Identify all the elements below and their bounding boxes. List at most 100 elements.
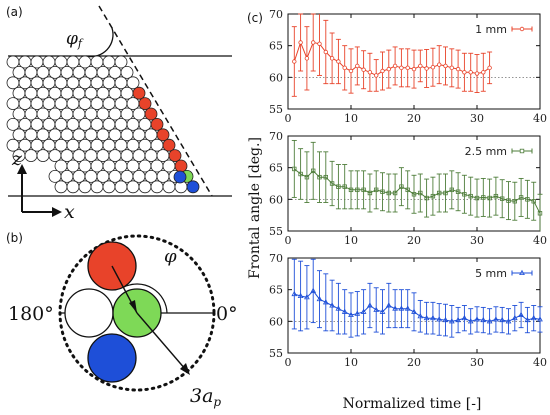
- data-point: [392, 190, 398, 196]
- x-tick-label: 10: [344, 112, 358, 125]
- data-point: [511, 314, 518, 321]
- legend-label: 1 mm: [475, 23, 507, 36]
- granule: [42, 138, 56, 152]
- data-point: [480, 316, 487, 323]
- granule: [48, 86, 62, 100]
- data-point: [292, 59, 297, 64]
- granule: [66, 180, 80, 194]
- granule: [132, 86, 146, 100]
- granule: [102, 159, 116, 173]
- data-point: [455, 189, 461, 194]
- granule: [114, 138, 128, 152]
- granule: [84, 128, 98, 142]
- schematic-a: (a) φf z x: [6, 5, 232, 223]
- granule: [144, 149, 158, 163]
- granule: [12, 86, 26, 100]
- granule: [30, 97, 44, 110]
- data-point: [342, 65, 347, 71]
- radius-line: [136, 312, 187, 371]
- x-tick-label: 20: [407, 356, 421, 369]
- data-point: [399, 65, 404, 71]
- granule: [132, 107, 146, 121]
- granule: [126, 76, 140, 90]
- granule: [30, 118, 44, 131]
- granule: [36, 86, 50, 100]
- granule: [72, 149, 86, 163]
- granule: [72, 86, 86, 100]
- data-point: [455, 316, 461, 323]
- granule: [90, 97, 104, 110]
- data-point: [417, 313, 424, 319]
- data-point: [518, 311, 524, 318]
- panel-label-b: (b): [6, 231, 23, 245]
- data-point: [462, 192, 467, 197]
- data-point: [354, 310, 361, 316]
- data-point: [329, 181, 335, 186]
- granule: [96, 149, 110, 163]
- data-point: [531, 199, 536, 204]
- granule: [54, 76, 68, 90]
- granule: [54, 180, 68, 194]
- data-point: [361, 67, 366, 72]
- granule: [54, 55, 68, 69]
- data-point: [404, 305, 411, 311]
- granule: [42, 55, 56, 69]
- y-tick-label: 65: [269, 284, 283, 297]
- data-point: [380, 68, 385, 74]
- granule: [54, 159, 68, 173]
- data-point: [310, 168, 316, 174]
- y-tick-label: 55: [269, 347, 283, 360]
- data-point: [487, 195, 492, 201]
- data-point: [518, 195, 524, 200]
- data-point: [323, 49, 328, 55]
- data-point: [367, 302, 373, 308]
- data-point: [322, 299, 329, 305]
- data-point: [423, 314, 430, 321]
- data-point: [468, 193, 473, 199]
- data-point: [367, 70, 373, 75]
- granule: [162, 138, 176, 152]
- data-point: [336, 59, 341, 64]
- granule: [132, 169, 146, 183]
- data-point: [348, 187, 354, 193]
- data-point: [355, 187, 360, 193]
- granule: [138, 138, 152, 152]
- granule: [54, 138, 68, 152]
- granule: [90, 118, 104, 131]
- y-tick-label: 70: [269, 252, 283, 265]
- granule: [150, 159, 164, 173]
- granule: [36, 66, 50, 79]
- granule: [6, 118, 20, 131]
- granule: [66, 138, 80, 152]
- granule: [84, 66, 98, 79]
- data-point: [297, 292, 304, 299]
- granule: [78, 76, 92, 90]
- data-point: [449, 65, 454, 71]
- data-point: [481, 70, 486, 75]
- granule: [156, 169, 170, 183]
- granule: [24, 107, 38, 121]
- data-point: [499, 316, 506, 323]
- granule: [54, 97, 68, 110]
- granule: [36, 128, 50, 142]
- granule: [24, 86, 38, 100]
- chart-1mm: 55 60 65 70 0 10 20 30 40 1 mm: [269, 8, 547, 125]
- granule: [174, 159, 188, 173]
- data-point: [317, 41, 322, 46]
- granule: [96, 169, 110, 183]
- data-point: [336, 184, 341, 189]
- data-point: [341, 308, 348, 314]
- data-point: [374, 73, 379, 78]
- data-point: [360, 308, 367, 314]
- data-point: [449, 187, 454, 193]
- granular-packing: [6, 55, 200, 194]
- granule: [30, 138, 44, 152]
- granule: [60, 128, 74, 142]
- granule: [126, 97, 140, 110]
- granule: [114, 76, 128, 90]
- x-tick-label: 20: [407, 112, 421, 125]
- granule: [78, 138, 92, 152]
- data-point: [316, 295, 323, 302]
- y-tick-label: 60: [269, 315, 283, 328]
- granule: [150, 180, 164, 194]
